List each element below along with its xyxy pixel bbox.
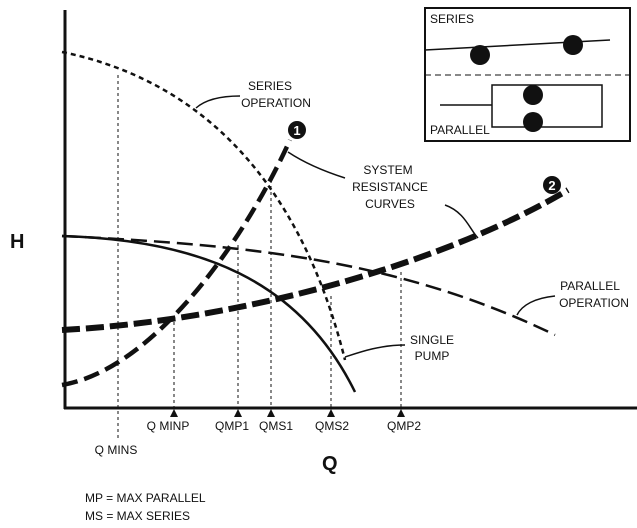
- series-curve: [61, 50, 347, 361]
- annotation: CURVES: [365, 197, 415, 211]
- annotation: RESISTANCE: [352, 180, 428, 194]
- tick-label: QMP2: [387, 419, 421, 433]
- marker-1-label: 1: [293, 123, 300, 138]
- annotation: SERIES: [248, 79, 292, 93]
- inset-parallel-label: PARALLEL: [430, 123, 490, 137]
- y-axis-label: H: [10, 231, 24, 253]
- tick-label: QMS2: [315, 419, 349, 433]
- marker-2-label: 2: [548, 178, 555, 193]
- tick-label: QMP1: [215, 419, 249, 433]
- system-curve-1: [61, 139, 293, 388]
- legend-line: MP = MAX PARALLEL: [85, 491, 206, 505]
- x-axis-label: Q: [322, 453, 338, 475]
- legend-line: MS = MAX SERIES: [85, 509, 190, 523]
- inset: [424, 7, 631, 142]
- inset-series-label: SERIES: [430, 12, 474, 26]
- annotation: OPERATION: [241, 96, 311, 110]
- marker-2: [543, 176, 561, 194]
- annotation: SYSTEM: [363, 163, 412, 177]
- system-curve-2: [61, 187, 570, 333]
- tick-label: Q MINP: [147, 419, 190, 433]
- parallel-curve: [61, 234, 556, 337]
- tick-label: Q MINS: [95, 443, 138, 457]
- annotation: PUMP: [415, 349, 450, 363]
- tick-label: QMS1: [259, 419, 293, 433]
- guide-lines: [117, 75, 405, 438]
- annotation: PARALLEL: [560, 279, 620, 293]
- marker-1: [288, 121, 306, 139]
- annotation: SINGLE: [410, 333, 454, 347]
- annotation: OPERATION: [559, 296, 629, 310]
- leaders: [195, 95, 556, 358]
